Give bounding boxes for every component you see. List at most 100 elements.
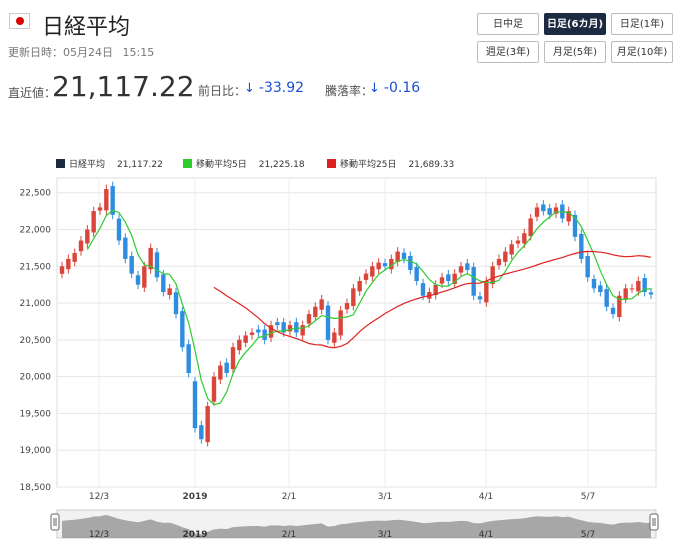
candle-body [496,258,502,266]
candle-body [148,247,153,270]
navigator-left-handle[interactable] [50,513,60,531]
change-label: 前日比： [198,84,247,98]
legend-item-ma25[interactable]: 移動平均25日 21,689.33 [327,157,454,170]
candle-body [249,332,255,336]
x-tick-label: 5/7 [581,492,595,502]
navigator-label: 5/7 [581,530,595,540]
legend-label: 移動平均25日 [340,160,397,170]
candle-body [617,295,622,318]
candle-body [566,211,571,222]
candle-body [243,335,248,343]
candle-body [97,207,103,211]
candle-body [572,214,578,237]
candle-body [553,207,559,214]
legend-item-ma5[interactable]: 移動平均5日 21,225.18 [183,157,305,170]
candle-body [294,322,299,333]
change-number: -33.92 [258,80,305,96]
x-tick-label: 2019 [182,492,207,502]
range-button-monthly-5y[interactable]: 月足(5年) [544,41,606,63]
candle-body [237,339,242,351]
candle-body [332,332,337,343]
y-tick-label: 20,000 [20,373,52,383]
range-button-daily-6m[interactable]: 日足(6カ月) [544,13,606,35]
candle-body [338,310,343,336]
candle-body [522,233,527,244]
candle-body [167,288,172,295]
candle-body [376,262,381,270]
down-arrow-icon: ↓ [369,81,380,96]
range-button-weekly-3y[interactable]: 週足(3年) [477,41,539,63]
page-title: 日経平均 [42,15,131,40]
ma25-line [213,250,652,349]
candle-body [116,218,122,241]
candle-body [541,204,546,212]
candle-body [534,207,540,217]
candle-body [104,189,109,211]
candle-body [78,240,84,252]
candle-body [465,263,470,270]
navigator-label: 4/1 [479,530,493,540]
candle-body [414,267,419,281]
candle-body [452,273,457,284]
candle-body [72,253,77,262]
legend-item-nikkei[interactable]: 日経平均 21,117.22 [56,157,163,170]
candle-body [446,274,451,281]
legend-value: 21,117.22 [117,160,163,170]
candle-body [636,281,641,292]
candle-body [623,288,628,299]
candle-body [59,266,65,274]
candle-body [313,306,318,318]
y-tick-label: 21,000 [20,299,52,309]
candle-body [262,329,267,340]
rate-number: -0.16 [383,80,421,96]
candle-body [382,263,388,267]
candle-body [458,266,464,273]
legend-value: 21,689.33 [408,160,455,170]
legend-swatch [183,159,192,168]
candle-body [598,285,603,293]
japan-flag-icon [9,13,30,29]
y-tick-label: 21,500 [20,262,52,272]
navigator-label: 2019 [182,530,207,540]
candle-body [268,325,274,338]
candle-body [199,425,204,440]
ma5-line [86,209,652,406]
navigator-right-handle[interactable] [649,513,659,531]
candle-body [161,274,166,293]
candle-body [642,278,647,293]
range-button-intraday[interactable]: 日中足 [477,13,539,35]
candle-body [66,258,71,270]
candle-body [579,233,584,259]
candle-body [218,365,223,380]
legend-swatch [327,159,336,168]
candle-body [363,273,369,280]
range-button-monthly-10y[interactable]: 月足(10年) [611,41,673,63]
candle-body [275,322,280,326]
candle-body [319,299,324,310]
candle-body [91,211,96,233]
candle-body [648,292,654,295]
candle-body [306,314,312,324]
candle-body [433,284,438,295]
x-tick-label: 3/1 [378,492,392,502]
candle-body [490,266,495,284]
candle-body [629,288,635,290]
candle-body [370,266,375,277]
range-button-daily-1y[interactable]: 日足(1年) [611,13,673,35]
y-tick-label: 22,000 [20,226,52,236]
candle-body [604,289,609,307]
change-value: ↓ -33.92 [244,80,304,96]
navigator-label: 3/1 [378,530,392,540]
candle-body [205,406,210,443]
candle-body [135,275,141,285]
candle-body [351,288,356,307]
candle-body [420,283,426,296]
candle-body [325,305,331,340]
x-tick-label: 2/1 [282,492,296,502]
candle-body [484,281,489,303]
candle-body [357,281,362,292]
candle-body [186,344,191,373]
candle-body [547,208,552,215]
price-label: 直近値： [8,86,57,100]
